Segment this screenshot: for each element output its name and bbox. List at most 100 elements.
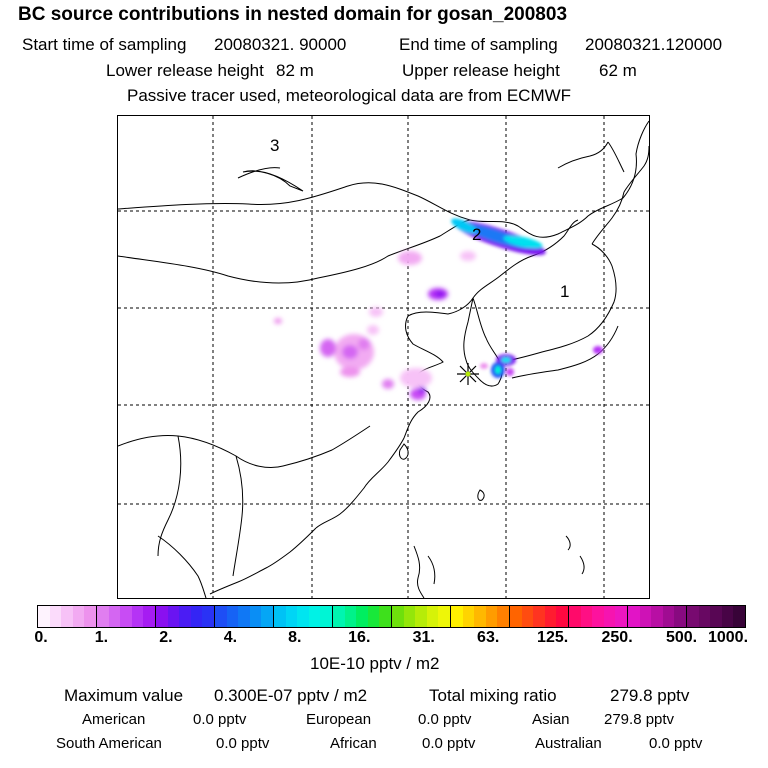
start-time-label: Start time of sampling bbox=[22, 35, 187, 54]
coast-taiwan bbox=[399, 443, 409, 460]
colorbar-swatch bbox=[215, 606, 227, 627]
colorbar-swatch bbox=[367, 606, 380, 627]
colorbar-swatch bbox=[510, 606, 522, 627]
colorbar-swatch bbox=[628, 606, 640, 627]
region-label-3: 3 bbox=[270, 136, 279, 155]
plume-contributions bbox=[274, 218, 603, 400]
end-time-label: End time of sampling bbox=[399, 35, 558, 54]
colorbar-tick-label: 500. bbox=[665, 629, 698, 646]
colorbar-swatch bbox=[202, 606, 214, 627]
colorbar-swatch bbox=[297, 606, 309, 627]
colorbar-segment bbox=[97, 606, 156, 627]
colorbar-swatch bbox=[733, 606, 745, 627]
colorbar-swatch bbox=[84, 606, 96, 627]
colorbar-swatch bbox=[569, 606, 581, 627]
colorbar-swatch bbox=[190, 606, 203, 627]
colorbar-segment bbox=[156, 606, 215, 627]
colorbar-swatch bbox=[61, 606, 73, 627]
colorbar-swatch bbox=[674, 606, 686, 627]
colorbar-swatch bbox=[97, 606, 109, 627]
colorbar-swatch bbox=[131, 606, 144, 627]
colorbar-swatch bbox=[285, 606, 298, 627]
colorbar-swatch bbox=[651, 606, 663, 627]
region-south-american-label: South American bbox=[56, 735, 162, 752]
upper-height-value: 62 m bbox=[599, 61, 637, 80]
colorbar-swatch bbox=[249, 606, 262, 627]
colorbar-swatch bbox=[485, 606, 498, 627]
plume-region-2 bbox=[451, 218, 546, 256]
colorbar-swatch bbox=[143, 606, 155, 627]
colorbar-segment bbox=[569, 606, 628, 627]
region-african-label: African bbox=[330, 735, 377, 752]
tracer-note: Passive tracer used, meteorological data… bbox=[127, 86, 572, 105]
region-european-label: European bbox=[306, 711, 372, 728]
colorbar-swatch bbox=[167, 606, 180, 627]
region-european-value: 0.0 pptv bbox=[418, 711, 472, 728]
colorbar-swatch bbox=[320, 606, 332, 627]
asterisk-icon bbox=[457, 363, 479, 385]
colorbar-swatch bbox=[356, 606, 368, 627]
start-time-value: 20080321. 90000 bbox=[214, 35, 347, 54]
region-south-american-value: 0.0 pptv bbox=[216, 735, 270, 752]
colorbar-tick-label: 1. bbox=[94, 629, 109, 646]
colorbar-swatch bbox=[521, 606, 534, 627]
region-australian-label: Australian bbox=[535, 735, 602, 752]
end-time-value: 20080321.120000 bbox=[585, 35, 723, 54]
lower-height-value: 82 m bbox=[276, 61, 314, 80]
colorbar-tick-label: 63. bbox=[477, 629, 500, 646]
colorbar-segment bbox=[392, 606, 451, 627]
colorbar-tick-label: 250. bbox=[601, 629, 633, 646]
colorbar-segment bbox=[628, 606, 687, 627]
colorbar-tick-label: 4. bbox=[223, 629, 238, 646]
colorbar-swatch bbox=[474, 606, 486, 627]
region-asian-label: Asian bbox=[532, 711, 570, 728]
colorbar-segment bbox=[333, 606, 392, 627]
colorbar bbox=[37, 605, 746, 628]
lower-height-label: Lower release height bbox=[106, 61, 264, 80]
map-canvas: 3 2 1 bbox=[118, 116, 649, 598]
max-value-label: Maximum value bbox=[64, 686, 184, 705]
colorbar-swatch bbox=[580, 606, 593, 627]
colorbar-tick-label: 2. bbox=[159, 629, 173, 646]
coast-japan bbox=[499, 243, 617, 363]
plume-patches-north bbox=[274, 251, 476, 324]
coast-korea bbox=[463, 297, 503, 387]
colorbar-tick-label: 8. bbox=[288, 629, 302, 646]
border-mongolia bbox=[118, 219, 471, 284]
region-american-label: American bbox=[82, 711, 146, 728]
upper-height-label: Upper release height bbox=[402, 61, 560, 80]
colorbar-swatch bbox=[451, 606, 463, 627]
colorbar-swatch bbox=[108, 606, 121, 627]
coast-china-south bbox=[209, 527, 317, 595]
colorbar-swatch bbox=[379, 606, 391, 627]
colorbar-swatch bbox=[226, 606, 239, 627]
colorbar-swatch bbox=[38, 606, 50, 627]
colorbar-swatch bbox=[49, 606, 62, 627]
colorbar-swatch bbox=[615, 606, 627, 627]
region-asian-value: 279.8 pptv bbox=[604, 711, 675, 728]
region-american-value: 0.0 pptv bbox=[193, 711, 247, 728]
colorbar-swatch bbox=[497, 606, 509, 627]
plume-station-area bbox=[480, 346, 603, 378]
colorbar-swatch bbox=[179, 606, 191, 627]
colorbar-segment bbox=[38, 606, 97, 627]
colorbar-tick-label: 0. bbox=[34, 629, 48, 646]
colorbar-tick-label: 16. bbox=[348, 629, 371, 646]
colorbar-swatch bbox=[544, 606, 557, 627]
units-label: 10E-10 pptv / m2 bbox=[310, 654, 440, 673]
colorbar-tick-label: 1000. bbox=[707, 629, 749, 646]
coast-china-north bbox=[407, 219, 579, 317]
colorbar-swatch bbox=[698, 606, 711, 627]
colorbar-swatch bbox=[721, 606, 734, 627]
colorbar-swatch bbox=[333, 606, 345, 627]
colorbar-swatch bbox=[238, 606, 250, 627]
coast-bohai bbox=[315, 315, 444, 529]
map-panel: 3 2 1 bbox=[117, 115, 650, 599]
colorbar-swatch bbox=[662, 606, 675, 627]
colorbar-swatch bbox=[403, 606, 416, 627]
total-mixing-value: 279.8 pptv bbox=[610, 686, 690, 705]
colorbar-swatch bbox=[603, 606, 616, 627]
colorbar-swatch bbox=[710, 606, 722, 627]
colorbar-segment bbox=[687, 606, 745, 627]
colorbar-swatch bbox=[426, 606, 439, 627]
